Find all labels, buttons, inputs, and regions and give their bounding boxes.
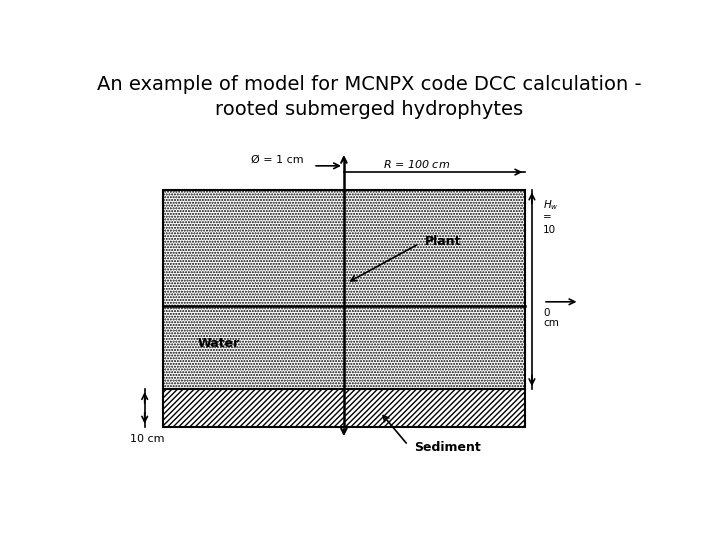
Text: 0: 0 [543,308,549,318]
Text: Water: Water [197,337,240,350]
Text: 10: 10 [543,225,557,235]
Text: 10 cm: 10 cm [130,434,165,444]
Text: Ø = 1 cm: Ø = 1 cm [251,154,303,165]
Text: =: = [543,212,552,222]
Text: An example of model for MCNPX code DCC calculation -: An example of model for MCNPX code DCC c… [96,75,642,94]
Bar [163,389,526,427]
Text: cm: cm [543,319,559,328]
Text: Sediment: Sediment [413,441,480,454]
Text: rooted submerged hydrophytes: rooted submerged hydrophytes [215,100,523,119]
Text: Plant: Plant [425,235,462,248]
Text: $R$ = 100 cm: $R$ = 100 cm [383,158,450,170]
Text: $H_w$: $H_w$ [543,198,559,212]
Bar [163,190,526,389]
